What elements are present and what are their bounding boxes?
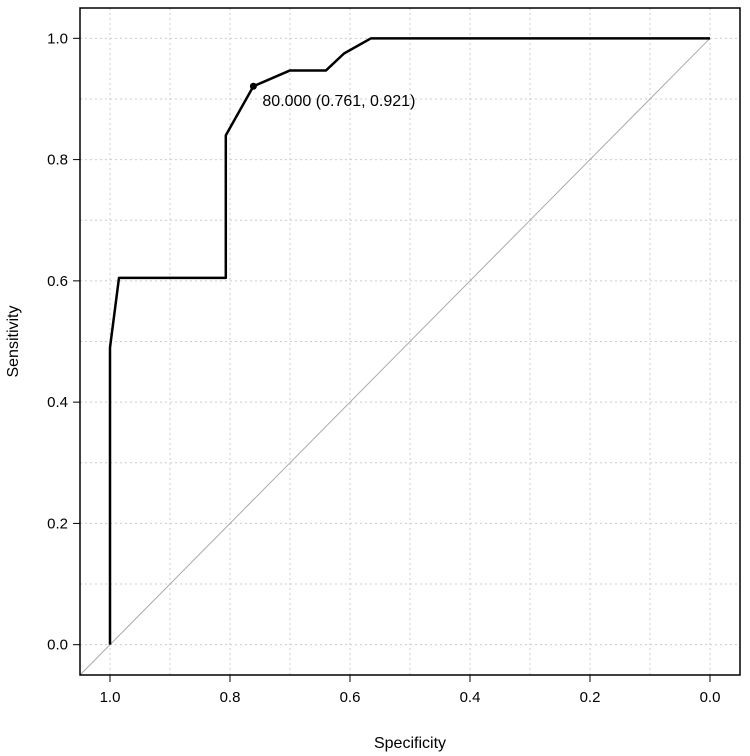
x-axis-title: Specificity xyxy=(374,735,446,752)
x-tick-label: 0.6 xyxy=(340,689,361,706)
y-tick-label: 0.2 xyxy=(47,515,68,532)
y-axis-title: Sensitivity xyxy=(5,305,22,377)
y-tick-label: 1.0 xyxy=(47,30,68,47)
y-tick-label: 0.4 xyxy=(47,394,68,411)
x-tick-label: 0.0 xyxy=(700,689,721,706)
plot-frame xyxy=(79,7,741,676)
optimal-threshold-point xyxy=(249,82,257,90)
y-axis-ticks: 0.0 0.2 0.4 0.6 0.8 1.0 xyxy=(47,30,80,654)
x-tick-label: 0.2 xyxy=(580,689,601,706)
x-tick-label: 1.0 xyxy=(100,689,121,706)
y-tick-label: 0.8 xyxy=(47,152,68,169)
x-tick-label: 0.4 xyxy=(460,689,481,706)
x-axis-ticks: 1.0 0.8 0.6 0.4 0.2 0.0 xyxy=(100,675,721,706)
reference-diagonal-line xyxy=(79,37,711,676)
x-tick-label: 0.8 xyxy=(220,689,241,706)
y-tick-label: 0.6 xyxy=(47,273,68,290)
optimal-threshold-label: 80.000 (0.761, 0.921) xyxy=(262,93,415,110)
y-tick-label: 0.0 xyxy=(47,637,68,654)
